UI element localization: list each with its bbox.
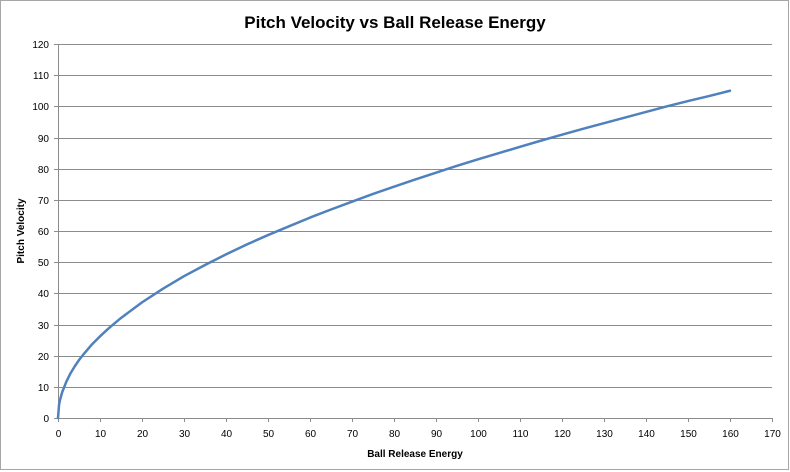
x-tick-label: 40 [221,429,233,440]
x-tick-label: 90 [431,429,443,440]
chart-title: Pitch Velocity vs Ball Release Energy [244,13,546,32]
x-tick-label: 30 [179,429,191,440]
x-tick-label: 60 [305,429,317,440]
x-tick-label: 20 [137,429,149,440]
x-tick-label: 140 [638,429,655,440]
x-tick-label: 80 [389,429,401,440]
x-tick-label: 70 [347,429,359,440]
y-tick-label: 90 [38,134,50,145]
x-tick-label: 50 [263,429,275,440]
y-tick-label: 100 [32,102,49,113]
y-tick-label: 10 [38,383,50,394]
y-tick-label: 80 [38,165,50,176]
y-tick-label: 110 [33,71,49,82]
y-tick-label: 20 [38,352,50,363]
y-tick-label: 60 [38,227,50,238]
y-tick-label: 40 [38,289,50,300]
x-tick-label: 0 [56,429,62,440]
x-tick-label: 110 [513,429,529,440]
y-tick-label: 0 [43,414,49,425]
series-line [56,89,732,420]
x-tick-label: 120 [554,429,571,440]
y-tick-label: 120 [32,40,49,51]
x-tick-label: 160 [722,429,739,440]
x-tick-label: 100 [470,429,487,440]
x-tick-label: 130 [596,429,613,440]
y-tick-label: 70 [38,196,50,207]
x-tick-label: 10 [95,429,107,440]
x-axis-title: Ball Release Energy [367,449,463,460]
x-tick-label: 170 [764,429,781,440]
plot-series [56,89,732,420]
tick-labels: 0 10 20 30 40 50 60 70 80 90 100 110 120 0 10 20 30 40 50 6… [32,40,781,440]
y-tick-label: 50 [38,258,50,269]
y-tick-label: 30 [38,321,50,332]
x-tick-label: 150 [680,429,697,440]
y-axis-title: Pitch Velocity [16,198,27,263]
axes [54,44,773,422]
gridlines [58,44,772,388]
